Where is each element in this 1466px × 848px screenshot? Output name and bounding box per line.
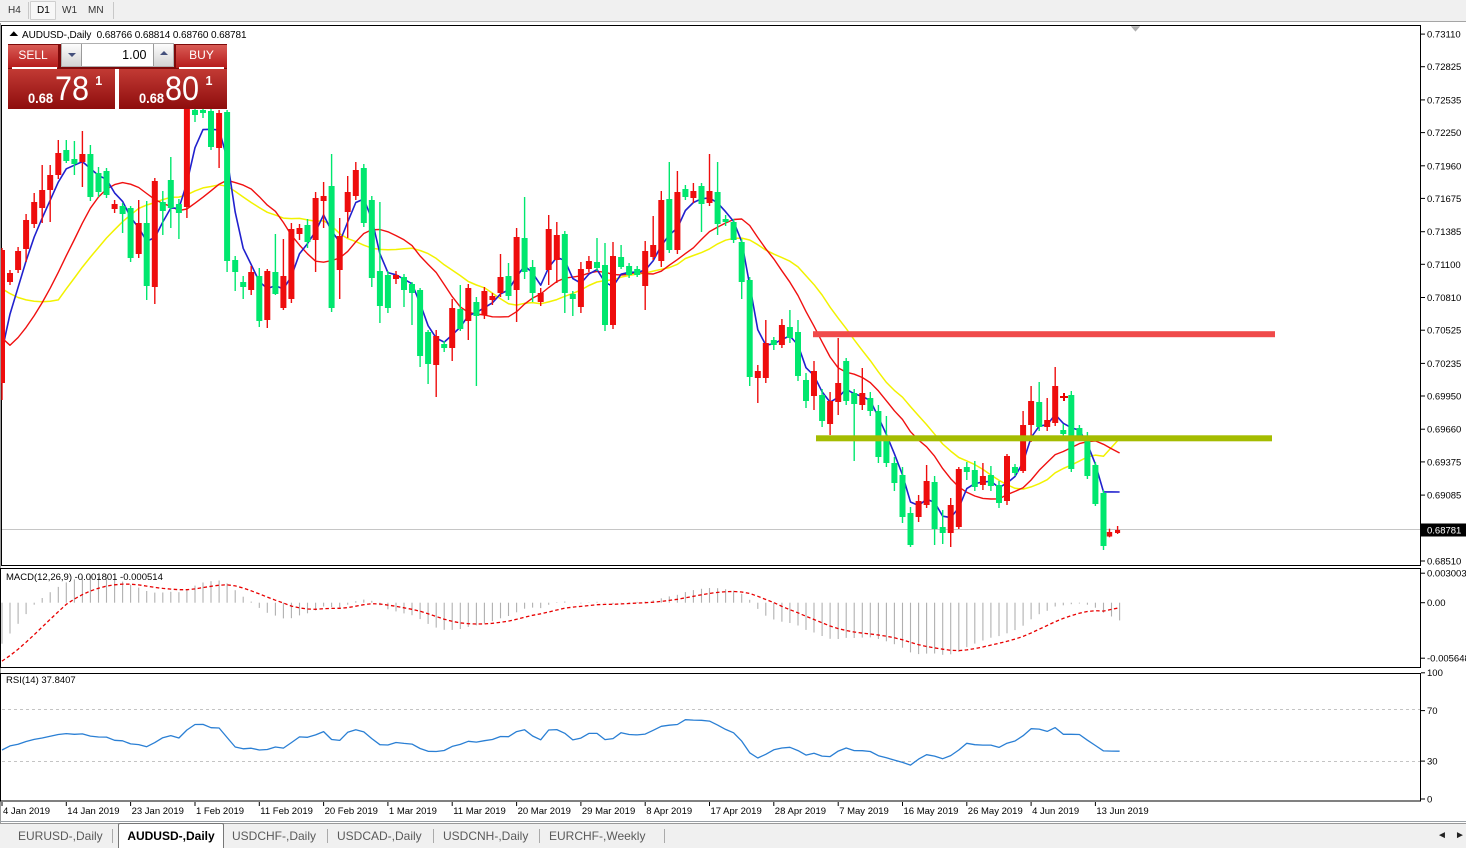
svg-text:0.69660: 0.69660	[1427, 425, 1461, 436]
svg-text:14 Jan 2019: 14 Jan 2019	[67, 806, 119, 817]
svg-text:0.71675: 0.71675	[1427, 194, 1461, 205]
svg-text:0.72825: 0.72825	[1427, 62, 1461, 73]
svg-text:8 Apr 2019: 8 Apr 2019	[646, 806, 692, 817]
svg-text:0.69950: 0.69950	[1427, 392, 1461, 403]
svg-text:100: 100	[1427, 668, 1443, 679]
svg-text:1 Feb 2019: 1 Feb 2019	[196, 806, 244, 817]
svg-text:0.69375: 0.69375	[1427, 457, 1461, 468]
svg-text:0.71100: 0.71100	[1427, 260, 1461, 271]
svg-text:0.70525: 0.70525	[1427, 326, 1461, 337]
svg-text:11 Feb 2019: 11 Feb 2019	[260, 806, 313, 817]
svg-text:26 May 2019: 26 May 2019	[968, 806, 1023, 817]
svg-text:RSI(14) 37.8407: RSI(14) 37.8407	[6, 675, 76, 686]
svg-text:0.68781: 0.68781	[1427, 526, 1461, 537]
svg-text:20 Feb 2019: 20 Feb 2019	[325, 806, 378, 817]
svg-text:20 Mar 2019: 20 Mar 2019	[518, 806, 571, 817]
svg-text:30: 30	[1427, 757, 1438, 768]
svg-text:17 Apr 2019: 17 Apr 2019	[711, 806, 762, 817]
svg-text:0.00: 0.00	[1427, 598, 1446, 609]
svg-text:-0.005648: -0.005648	[1427, 654, 1466, 665]
svg-text:7 May 2019: 7 May 2019	[839, 806, 889, 817]
svg-text:MACD(12,26,9) -0.001801 -0.000: MACD(12,26,9) -0.001801 -0.000514	[6, 572, 163, 583]
svg-text:0.73110: 0.73110	[1427, 30, 1461, 41]
svg-text:0.71960: 0.71960	[1427, 161, 1461, 172]
svg-text:23 Jan 2019: 23 Jan 2019	[132, 806, 184, 817]
svg-text:16 May 2019: 16 May 2019	[904, 806, 959, 817]
svg-text:11 Mar 2019: 11 Mar 2019	[453, 806, 506, 817]
svg-text:0.70235: 0.70235	[1427, 359, 1461, 370]
svg-text:0.68510: 0.68510	[1427, 557, 1461, 568]
svg-text:28 Apr 2019: 28 Apr 2019	[775, 806, 826, 817]
svg-text:0.71385: 0.71385	[1427, 227, 1461, 238]
svg-text:13 Jun 2019: 13 Jun 2019	[1096, 806, 1148, 817]
svg-text:70: 70	[1427, 706, 1438, 717]
svg-text:4 Jun 2019: 4 Jun 2019	[1032, 806, 1079, 817]
svg-text:0.72250: 0.72250	[1427, 128, 1461, 139]
svg-text:0.003003: 0.003003	[1427, 569, 1466, 580]
svg-text:0.70810: 0.70810	[1427, 293, 1461, 304]
svg-text:29 Mar 2019: 29 Mar 2019	[582, 806, 635, 817]
svg-text:1 Mar 2019: 1 Mar 2019	[389, 806, 437, 817]
svg-text:4 Jan 2019: 4 Jan 2019	[3, 806, 50, 817]
svg-text:0.72535: 0.72535	[1427, 95, 1461, 106]
svg-text:AUDUSD-,Daily 0.68766 0.68814: AUDUSD-,Daily 0.68766 0.68814 0.68760 0.…	[22, 30, 247, 41]
svg-text:0: 0	[1427, 795, 1432, 806]
svg-text:0.69085: 0.69085	[1427, 491, 1461, 502]
